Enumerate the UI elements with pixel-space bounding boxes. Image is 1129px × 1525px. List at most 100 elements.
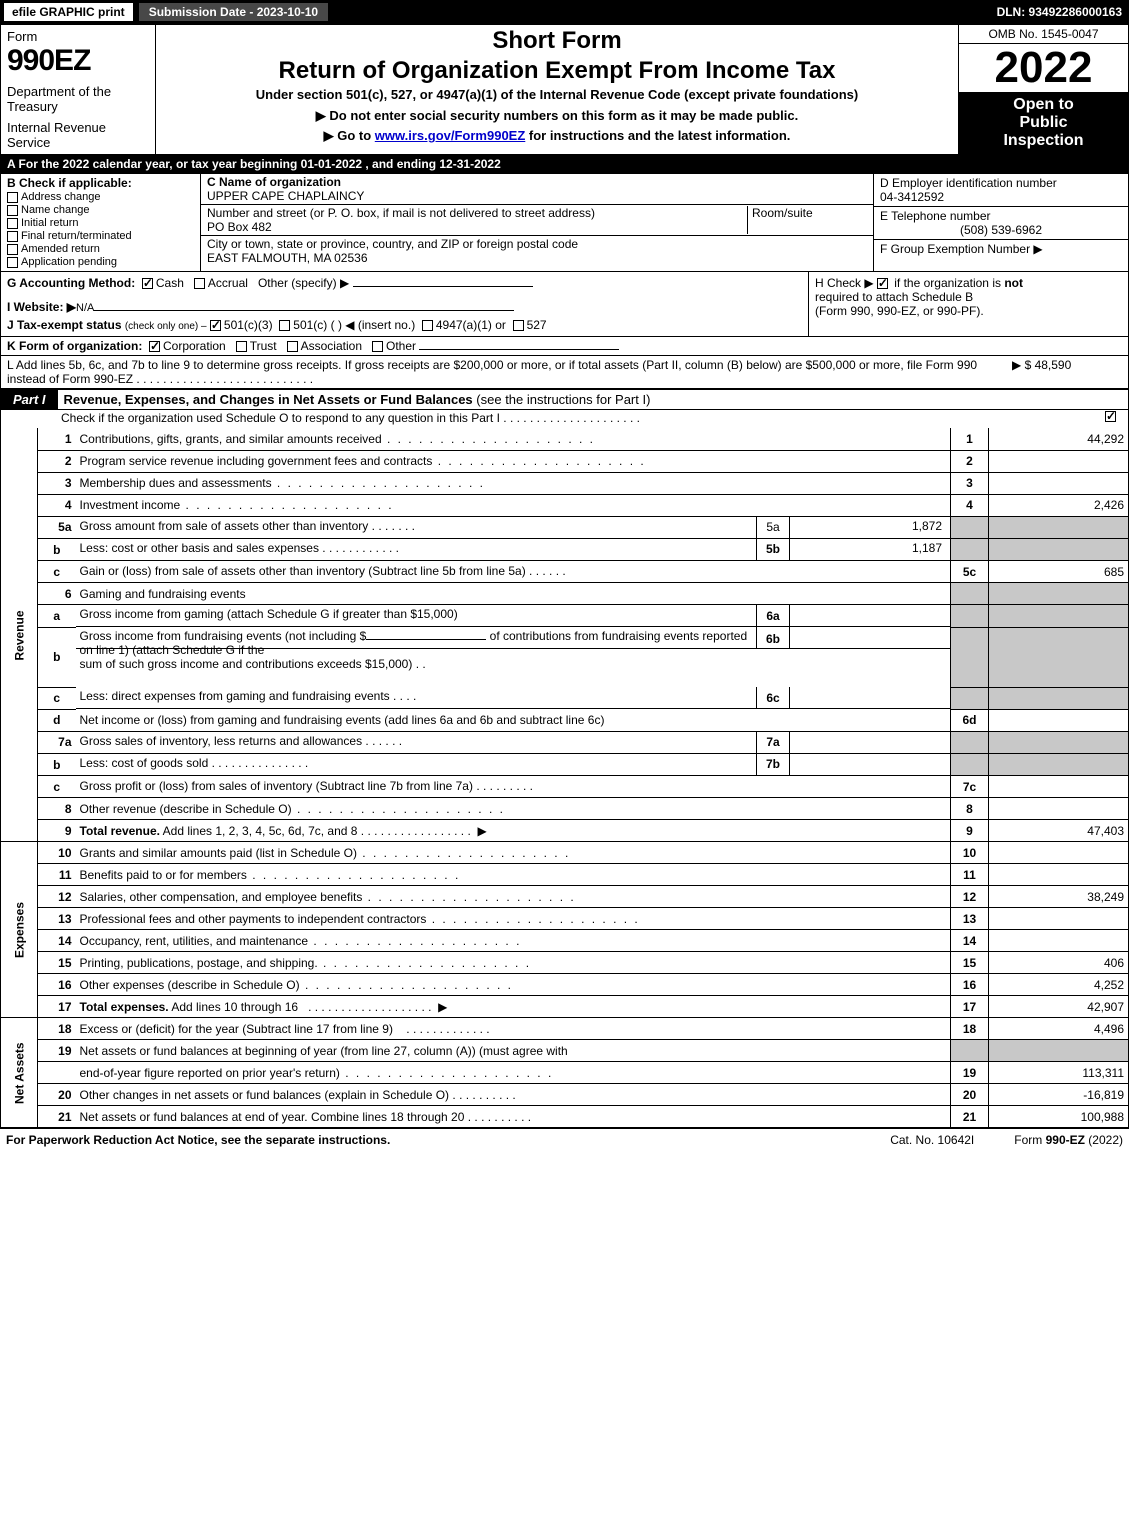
line-19a: 19Net assets or fund balances at beginni… (1, 1040, 1129, 1062)
l-value: ▶ $ 48,590 (1012, 358, 1122, 386)
cb-association[interactable] (287, 341, 298, 352)
line-7a: 7a Gross sales of inventory, less return… (1, 731, 1129, 754)
form-ref: Form 990-EZ (2022) (1014, 1133, 1123, 1147)
form-title: Return of Organization Exempt From Incom… (162, 57, 952, 85)
line-11: 11Benefits paid to or for members11 (1, 864, 1129, 886)
cb-application-pending[interactable]: Application pending (7, 256, 194, 268)
line-21: 21Net assets or fund balances at end of … (1, 1106, 1129, 1128)
header-right-block: OMB No. 1545-0047 2022 Open to Public In… (958, 25, 1128, 154)
line-8: 8Other revenue (describe in Schedule O) … (1, 798, 1129, 820)
cb-schedule-b-not-required[interactable] (877, 278, 888, 289)
telephone-label: E Telephone number (880, 209, 1122, 223)
section-c-org: C Name of organization UPPER CAPE CHAPLA… (201, 174, 873, 271)
ein-value: 04-3412592 (880, 190, 1122, 204)
line-5b: b Less: cost or other basis and sales ex… (1, 539, 1129, 561)
value-5b: 1,187 (790, 539, 950, 560)
line-19b: end-of-year figure reported on prior yea… (1, 1062, 1129, 1084)
line-9: 9Total revenue. Add lines 1, 2, 3, 4, 5c… (1, 820, 1129, 842)
line-1: Revenue 1 Contributions, gifts, grants, … (1, 428, 1129, 450)
value-15: 406 (989, 952, 1129, 974)
line-3: 3Membership dues and assessments 3 (1, 472, 1129, 494)
sidebar-revenue: Revenue (1, 428, 38, 842)
cb-trust[interactable] (236, 341, 247, 352)
line-6b: b Gross income from fundraising events (… (1, 627, 1129, 687)
city-cell: City or town, state or province, country… (201, 236, 873, 266)
cb-527[interactable] (513, 320, 524, 331)
irs-link[interactable]: www.irs.gov/Form990EZ (375, 128, 526, 143)
b-heading: B Check if applicable: (7, 176, 194, 190)
value-9: 47,403 (989, 820, 1129, 842)
line-7c: cGross profit or (loss) from sales of in… (1, 776, 1129, 798)
cb-final-return[interactable]: Final return/terminated (7, 230, 194, 242)
line-18: Net Assets 18Excess or (deficit) for the… (1, 1018, 1129, 1040)
open-line3: Inspection (961, 132, 1126, 150)
part1-check-o: Check if the organization used Schedule … (0, 410, 1129, 428)
value-12: 38,249 (989, 886, 1129, 908)
instructions-link-line: ▶ Go to www.irs.gov/Form990EZ for instru… (162, 128, 952, 144)
part1-tab: Part I (1, 390, 58, 409)
row-gh: G Accounting Method: Cash Accrual Other … (0, 272, 1129, 337)
value-1: 44,292 (989, 428, 1129, 450)
cb-cash[interactable] (142, 278, 153, 289)
ein-label: D Employer identification number (880, 176, 1122, 190)
org-name-cell: C Name of organization UPPER CAPE CHAPLA… (201, 174, 873, 205)
submission-date: Submission Date - 2023-10-10 (138, 2, 329, 22)
cb-name-change[interactable]: Name change (7, 204, 194, 216)
group-exemption-cell: F Group Exemption Number ▶ (874, 240, 1128, 271)
value-18: 4,496 (989, 1018, 1129, 1040)
revenue-table: Revenue 1 Contributions, gifts, grants, … (0, 428, 1129, 1128)
efile-print-button[interactable]: efile GRAPHIC print (3, 2, 134, 22)
value-16: 4,252 (989, 974, 1129, 996)
form-header: Form 990EZ Department of the Treasury In… (0, 24, 1129, 155)
value-19: 113,311 (989, 1062, 1129, 1084)
group-exemption-label: F Group Exemption Number ▶ (880, 242, 1043, 256)
value-5a: 1,872 (790, 517, 950, 538)
dln-label: DLN: 93492286000163 (997, 5, 1128, 19)
short-form-label: Short Form (162, 27, 952, 55)
line-6d: dNet income or (loss) from gaming and fu… (1, 709, 1129, 731)
line-5a: 5a Gross amount from sale of assets othe… (1, 516, 1129, 539)
section-g-i-j: G Accounting Method: Cash Accrual Other … (1, 272, 808, 336)
cb-4947[interactable] (422, 320, 433, 331)
cb-amended-return[interactable]: Amended return (7, 243, 194, 255)
line-2: 2Program service revenue including gover… (1, 450, 1129, 472)
form-number: 990EZ (7, 44, 149, 78)
line-12: 12Salaries, other compensation, and empl… (1, 886, 1129, 908)
cb-schedule-o-used[interactable] (1105, 411, 1116, 422)
j-tax-exempt: J Tax-exempt status (check only one) – 5… (7, 318, 802, 332)
cb-501c[interactable] (279, 320, 290, 331)
sidebar-expenses: Expenses (1, 842, 38, 1018)
value-4: 2,426 (989, 494, 1129, 516)
form-label: Form (7, 29, 149, 44)
cb-501c3[interactable] (210, 320, 221, 331)
dept-irs: Internal Revenue Service (7, 120, 149, 150)
org-name-value: UPPER CAPE CHAPLAINCY (207, 189, 867, 203)
cb-address-change[interactable]: Address change (7, 191, 194, 203)
line-4: 4Investment income 42,426 (1, 494, 1129, 516)
k-form-of-org: K Form of organization: Corporation Trus… (0, 337, 1129, 356)
street-cell: Number and street (or P. O. box, if mail… (201, 205, 873, 236)
line-10: Expenses 10Grants and similar amounts pa… (1, 842, 1129, 864)
ssn-warning: ▶ Do not enter social security numbers o… (162, 108, 952, 124)
line-16: 16Other expenses (describe in Schedule O… (1, 974, 1129, 996)
telephone-cell: E Telephone number (508) 539-6962 (874, 207, 1128, 240)
cb-initial-return[interactable]: Initial return (7, 217, 194, 229)
paperwork-notice: For Paperwork Reduction Act Notice, see … (6, 1133, 390, 1147)
line-14: 14Occupancy, rent, utilities, and mainte… (1, 930, 1129, 952)
room-suite-label: Room/suite (747, 206, 867, 234)
cb-corporation[interactable] (149, 341, 160, 352)
section-def: D Employer identification number 04-3412… (873, 174, 1128, 271)
value-20: -16,819 (989, 1084, 1129, 1106)
section-a-tax-year: A For the 2022 calendar year, or tax yea… (0, 155, 1129, 173)
section-b-checkboxes: B Check if applicable: Address change Na… (1, 174, 201, 271)
line-13: 13Professional fees and other payments t… (1, 908, 1129, 930)
section-h: H Check ▶ if the organization is not req… (808, 272, 1128, 336)
instructions-pre: ▶ Go to (324, 128, 375, 143)
line-6: 6Gaming and fundraising events (1, 583, 1129, 605)
page-footer: For Paperwork Reduction Act Notice, see … (0, 1128, 1129, 1151)
i-website: I Website: ▶N/A (7, 300, 802, 314)
cb-other-org[interactable] (372, 341, 383, 352)
ein-cell: D Employer identification number 04-3412… (874, 174, 1128, 207)
cb-accrual[interactable] (194, 278, 205, 289)
line-6a: a Gross income from gaming (attach Sched… (1, 605, 1129, 628)
